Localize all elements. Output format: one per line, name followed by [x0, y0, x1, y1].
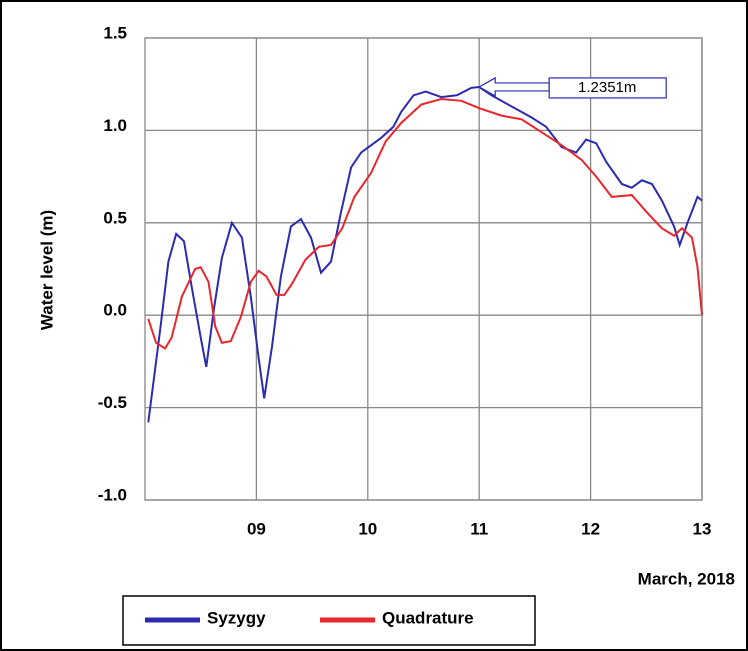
series-line [147, 97, 703, 350]
annotation-box [548, 77, 667, 99]
plot-area [144, 37, 703, 501]
x-tick-label: 10 [358, 519, 377, 538]
y-tick-label: -1.0 [98, 485, 127, 504]
y-tick-label: -0.5 [98, 393, 127, 412]
annotation-text: 1.2351m [578, 79, 636, 96]
x-tick-label: 11 [470, 519, 488, 538]
y-tick-label: 0.5 [103, 208, 127, 227]
x-tick-label: 13 [693, 519, 712, 538]
y-tick-label: 0.0 [103, 301, 127, 320]
legend-label: Syzygy [207, 608, 266, 627]
series-line [147, 85, 703, 423]
x-tick-label: 12 [581, 519, 600, 538]
y-tick-label: 1.0 [103, 116, 127, 135]
legend-label: Quadrature [382, 608, 474, 627]
y-axis-label: Water level (m) [37, 210, 56, 330]
x-axis-label: March, 2018 [638, 569, 735, 588]
x-tick-label: 09 [247, 519, 266, 538]
y-tick-label: 1.5 [103, 23, 127, 42]
